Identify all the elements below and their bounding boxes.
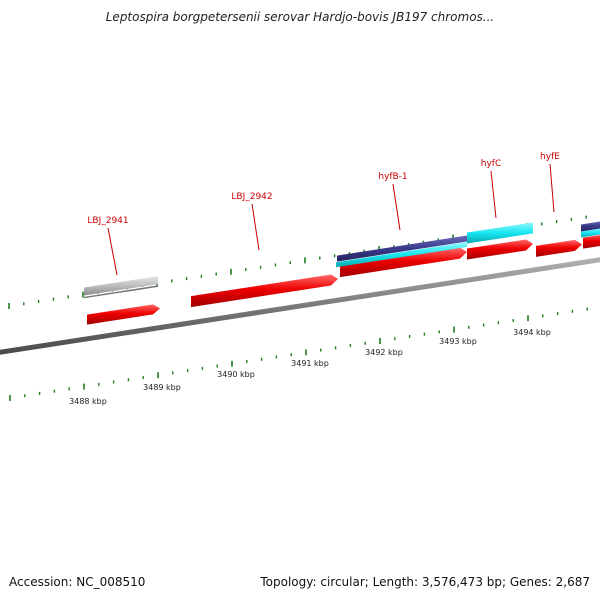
label-connectors bbox=[107, 163, 555, 276]
gene-label-lbj-2942[interactable]: LBJ_2942 bbox=[231, 192, 272, 202]
scale-label-3492: 3492 kbp bbox=[365, 348, 403, 357]
label-connector-4 bbox=[549, 163, 555, 213]
scale-label-3491: 3491 kbp bbox=[291, 359, 329, 368]
scale-label-3494: 3494 kbp bbox=[513, 328, 551, 337]
scale-label-3488: 3488 kbp bbox=[69, 397, 107, 406]
gene-label-hyfb-1[interactable]: hyfB-1 bbox=[378, 172, 407, 182]
gene-bar-hyfb-1[interactable] bbox=[340, 247, 467, 278]
cds-bar-navy-2[interactable] bbox=[581, 221, 600, 232]
gray-feature-edge bbox=[83, 285, 159, 299]
gray-feature-bar[interactable] bbox=[84, 276, 158, 296]
gene-bar-hyfc[interactable] bbox=[467, 239, 533, 260]
gene-label-hyfe[interactable]: hyfE bbox=[540, 152, 560, 162]
inner-tick-row bbox=[9, 307, 588, 401]
scale-label-3493: 3493 kbp bbox=[439, 337, 477, 346]
label-connector-1 bbox=[251, 203, 260, 251]
map-title: Leptospira borgpetersenii serovar Hardjo… bbox=[105, 10, 495, 24]
chromosome-backbone bbox=[0, 257, 600, 355]
gene-bar-next[interactable] bbox=[583, 234, 600, 249]
cds-bar-cyan-3[interactable] bbox=[581, 228, 600, 238]
feature-track bbox=[83, 221, 600, 325]
gene-bar-lbj-2942[interactable] bbox=[191, 274, 338, 308]
label-connector-3 bbox=[490, 170, 497, 219]
gene-label-hyfc[interactable]: hyfC bbox=[481, 159, 501, 169]
gene-bar-lbj-2941[interactable] bbox=[87, 304, 160, 325]
cds-bar-navy-1[interactable] bbox=[337, 235, 467, 262]
topology-summary: Topology: circular; Length: 3,576,473 bp… bbox=[260, 575, 590, 589]
cds-bar-cyan-2[interactable] bbox=[467, 222, 533, 244]
scale-label-3489: 3489 kbp bbox=[143, 383, 181, 392]
scale-label-3490: 3490 kbp bbox=[217, 370, 255, 379]
gene-bar-hyfe[interactable] bbox=[536, 239, 582, 257]
cds-bar-cyan-1[interactable] bbox=[336, 242, 467, 268]
label-connector-0 bbox=[107, 227, 118, 276]
label-connector-2 bbox=[392, 183, 401, 231]
accession-text: Accession: NC_008510 bbox=[9, 575, 146, 589]
gene-label-lbj-2941[interactable]: LBJ_2941 bbox=[87, 216, 128, 226]
